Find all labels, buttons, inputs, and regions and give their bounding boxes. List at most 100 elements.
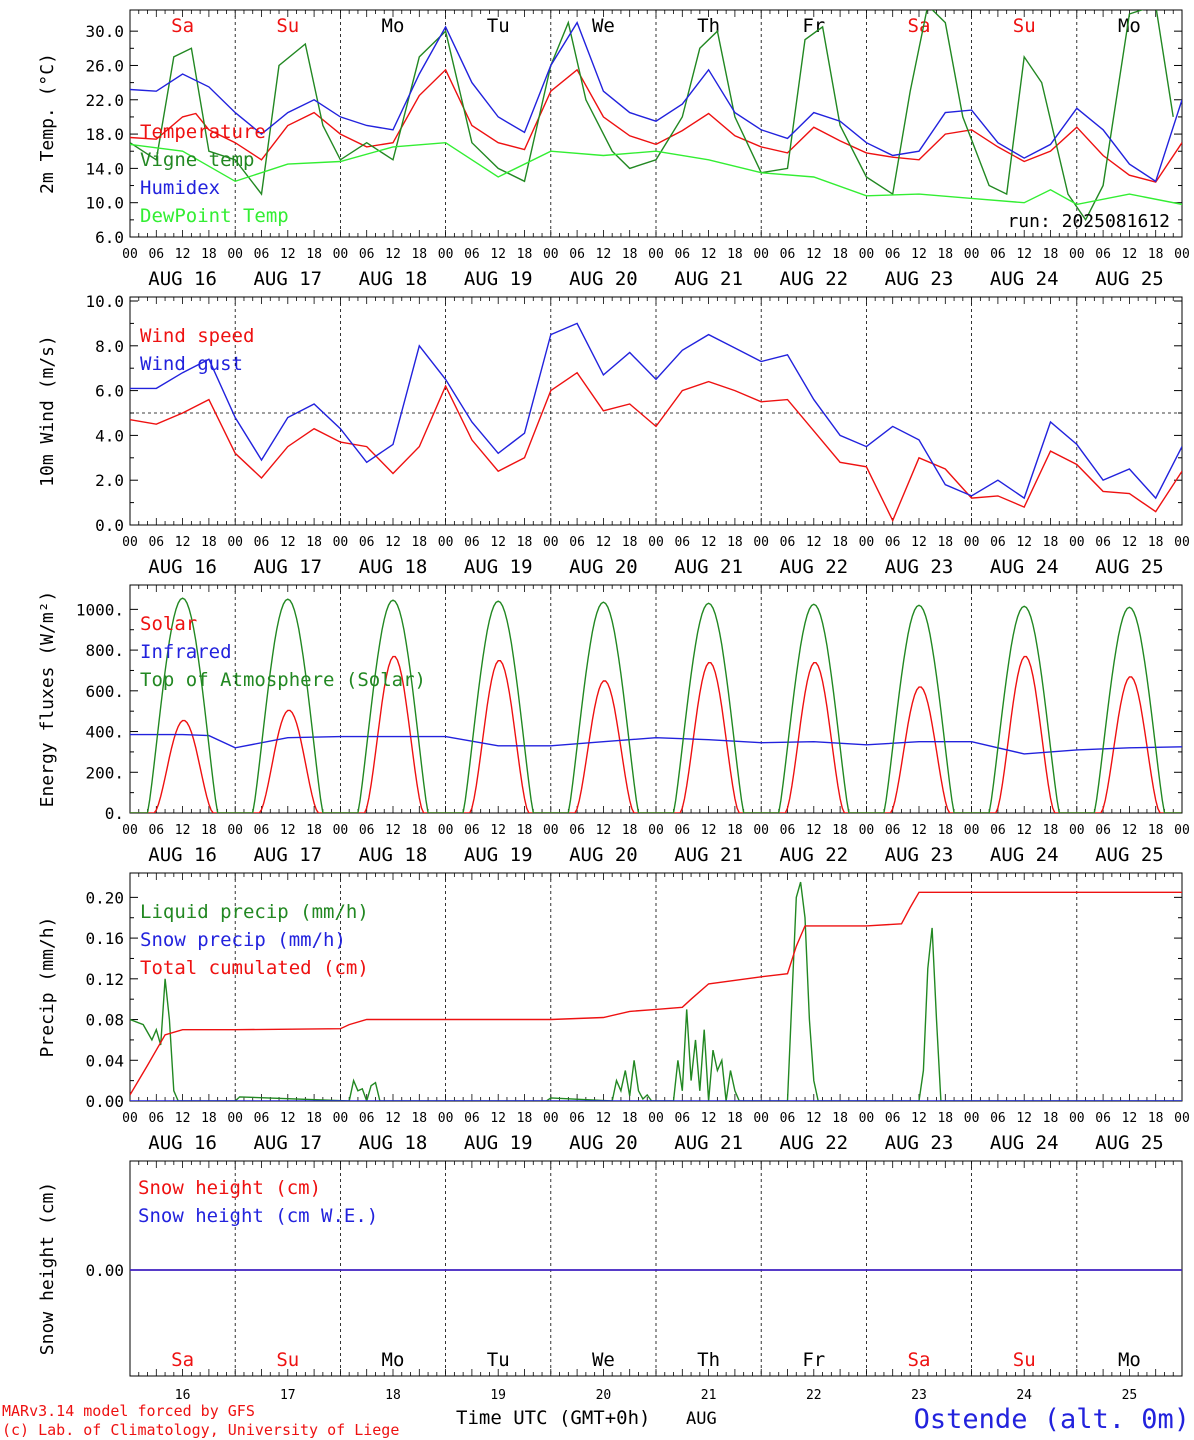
hour-label: 18 [1043, 535, 1059, 550]
y-tick-label: 14.0 [85, 159, 124, 178]
y-tick-label: 4.0 [95, 426, 124, 445]
weekday-label: Su [276, 15, 299, 37]
hour-label: 18 [622, 1111, 638, 1126]
hour-label: 18 [937, 247, 953, 262]
hour-label: 06 [1095, 247, 1111, 262]
series-vigne-temp [130, 10, 1174, 222]
date-label: AUG 24 [990, 556, 1059, 578]
run-annotation: run: 2025081612 [1007, 211, 1170, 232]
legend-entry: Solar [140, 613, 197, 635]
hour-label: 00 [227, 247, 243, 262]
y-axis-title: Snow height (cm) [37, 1182, 58, 1355]
hour-label: 06 [464, 247, 480, 262]
hour-label: 12 [1122, 535, 1138, 550]
hour-label: 00 [438, 1111, 454, 1126]
hour-label: 12 [596, 535, 612, 550]
hour-label: 12 [385, 535, 401, 550]
hour-label: 18 [517, 1111, 533, 1126]
hour-label: 12 [385, 1111, 401, 1126]
hour-label: 12 [1016, 535, 1032, 550]
hour-label: 12 [1122, 1111, 1138, 1126]
date-label: AUG 18 [359, 844, 428, 866]
hour-label: 00 [333, 823, 349, 838]
hour-label: 06 [359, 823, 375, 838]
series-total-cumulated-cm- [130, 891, 1182, 1096]
date-label: AUG 24 [990, 268, 1059, 290]
hour-label: 00 [859, 247, 875, 262]
hour-label: 06 [885, 535, 901, 550]
date-label: AUG 22 [779, 268, 848, 290]
hour-label: 12 [280, 1111, 296, 1126]
day-number-label: 18 [385, 1388, 401, 1403]
hour-label: 18 [517, 535, 533, 550]
y-tick-label: 0.0 [95, 516, 124, 535]
hour-label: 18 [727, 823, 743, 838]
hour-label: 18 [411, 823, 427, 838]
hour-label: 00 [648, 823, 664, 838]
date-label: AUG 23 [885, 556, 954, 578]
hour-label: 12 [385, 247, 401, 262]
day-number-label: 21 [701, 1388, 717, 1403]
hour-label: 00 [1174, 1111, 1190, 1126]
hour-label: 06 [674, 247, 690, 262]
hour-label: 12 [596, 247, 612, 262]
hour-label: 12 [596, 823, 612, 838]
date-label: AUG 25 [1095, 844, 1164, 866]
date-label: AUG 18 [359, 1132, 428, 1154]
hour-label: 18 [1043, 1111, 1059, 1126]
hour-label: 00 [1069, 1111, 1085, 1126]
legend-entry: Snow precip (mm/h) [140, 929, 346, 951]
hour-label: 18 [937, 823, 953, 838]
hour-label: 00 [1174, 823, 1190, 838]
hour-label: 12 [701, 247, 717, 262]
y-tick-label: 10.0 [85, 292, 124, 311]
hour-label: 12 [911, 1111, 927, 1126]
hour-label: 12 [280, 247, 296, 262]
date-label: AUG 16 [148, 844, 217, 866]
hour-label: 00 [1069, 535, 1085, 550]
hour-label: 18 [937, 1111, 953, 1126]
date-label: AUG 19 [464, 844, 533, 866]
legend-entry: Vigne temp [140, 149, 254, 171]
hour-label: 00 [122, 247, 138, 262]
legend-entry: Top of Atmosphere (Solar) [140, 669, 426, 691]
hour-label: 18 [306, 823, 322, 838]
hour-label: 18 [727, 247, 743, 262]
y-axis-title: 2m Temp. (°C) [37, 53, 58, 194]
hour-label: 00 [753, 1111, 769, 1126]
y-axis-title: Energy fluxes (W/m²) [37, 591, 58, 808]
panel-precip: 0.00 0.04 0.08 0.12 0.16 0.20 Precip (mm/h) 00 0… [37, 872, 1190, 1154]
weekday-label: Mo [382, 15, 405, 37]
hour-label: 18 [727, 1111, 743, 1126]
series-infrared [130, 733, 1182, 755]
hour-label: 18 [727, 535, 743, 550]
date-label: AUG 20 [569, 556, 638, 578]
hour-label: 12 [596, 1111, 612, 1126]
hour-label: 06 [569, 535, 585, 550]
weekday-label: Tu [487, 15, 510, 37]
series-temperature [130, 68, 1182, 183]
hour-label: 18 [306, 247, 322, 262]
y-tick-label: 22.0 [85, 91, 124, 110]
hour-label: 06 [464, 535, 480, 550]
day-number-label: 24 [1016, 1388, 1032, 1403]
weekday-label: Sa [171, 15, 194, 37]
date-label: AUG 16 [148, 556, 217, 578]
date-label: AUG 25 [1095, 1132, 1164, 1154]
hour-label: 18 [306, 535, 322, 550]
hour-label: 18 [622, 247, 638, 262]
credit-line-2: (c) Lab. of Climatology, University of L… [2, 1421, 399, 1439]
date-label: AUG 20 [569, 844, 638, 866]
hour-label: 00 [543, 247, 559, 262]
x-axis-month: AUG [686, 1409, 717, 1429]
hour-label: 00 [122, 535, 138, 550]
day-number-label: 19 [490, 1388, 506, 1403]
hour-label: 06 [254, 1111, 270, 1126]
hour-label: 00 [438, 535, 454, 550]
weekday-label: Mo [1118, 15, 1141, 37]
date-label: AUG 18 [359, 268, 428, 290]
hour-label: 06 [254, 823, 270, 838]
x-axis-title: Time UTC (GMT+0h) [456, 1407, 650, 1429]
hour-label: 00 [1174, 535, 1190, 550]
hour-label: 18 [1148, 823, 1164, 838]
